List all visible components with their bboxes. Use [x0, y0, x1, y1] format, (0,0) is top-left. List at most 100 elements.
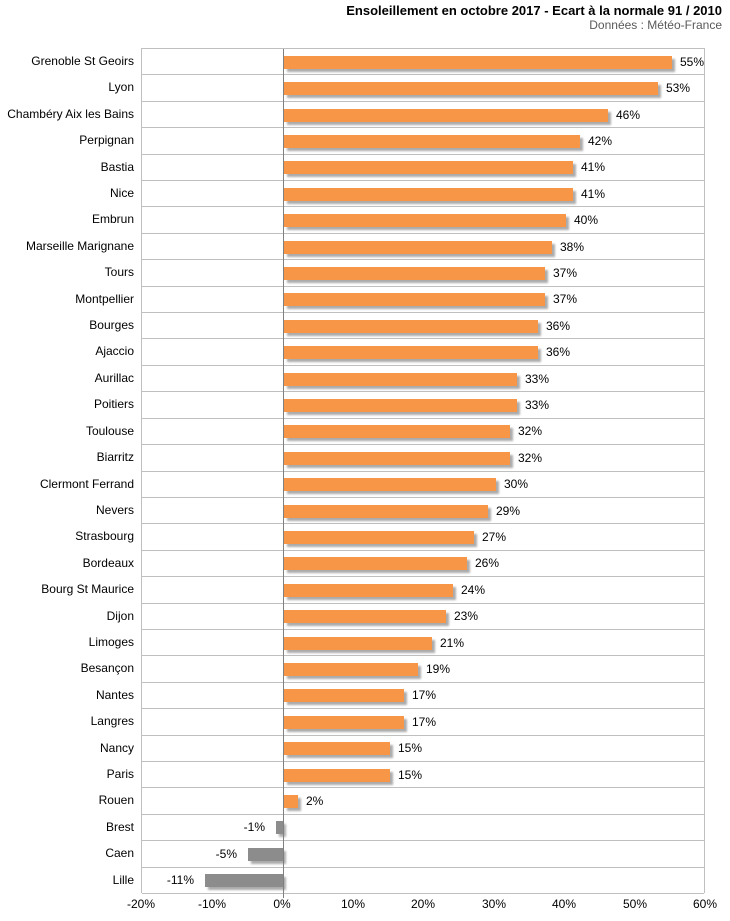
- category-label: Nevers: [95, 503, 134, 517]
- x-tick-label: 20%: [410, 897, 436, 911]
- category-gridline: [142, 49, 704, 683]
- category-gridline: [142, 49, 704, 75]
- bar: [284, 769, 390, 782]
- category-label: Limoges: [88, 635, 134, 649]
- value-label: 36%: [546, 345, 571, 359]
- category-label: Perpignan: [79, 133, 134, 147]
- bar: [284, 214, 566, 227]
- bar: [276, 821, 283, 834]
- bar: [284, 557, 467, 570]
- category-label: Bourges: [89, 318, 134, 332]
- category-gridline: [142, 49, 704, 551]
- category-label: Nancy: [99, 741, 134, 755]
- value-label: 40%: [574, 213, 599, 227]
- bar: [284, 531, 474, 544]
- bar: [284, 663, 418, 676]
- bar: [284, 452, 510, 465]
- value-label: 21%: [440, 636, 465, 650]
- value-label: 30%: [504, 477, 529, 491]
- category-gridline: [142, 49, 704, 815]
- category-gridline: [142, 49, 704, 445]
- bar: [284, 346, 538, 359]
- bar: [284, 742, 390, 755]
- bar: [284, 161, 573, 174]
- category-gridline: [142, 49, 704, 155]
- x-tick-label: 30%: [481, 897, 507, 911]
- value-label: 37%: [553, 266, 578, 280]
- value-label: 2%: [306, 794, 324, 808]
- bar: [284, 82, 658, 95]
- category-gridline: [142, 49, 704, 736]
- category-label: Nantes: [95, 688, 134, 702]
- category-label: Clermont Ferrand: [39, 477, 134, 491]
- x-tick-label: -10%: [197, 897, 227, 911]
- category-gridline: [142, 49, 704, 339]
- plot-area: 55% 53% 46% 42% 41% 41% 40% 38% 37% 37% 36% 36% 33% 3…: [141, 48, 705, 898]
- bar: [284, 716, 404, 729]
- category-label: Bastia: [100, 160, 134, 174]
- category-gridline: [142, 49, 704, 788]
- value-label: -1%: [243, 820, 265, 834]
- x-tick-label: 50%: [622, 897, 648, 911]
- bar: [284, 320, 538, 333]
- category-label: Aurillac: [94, 371, 134, 385]
- value-label: 27%: [482, 530, 507, 544]
- bar: [284, 425, 510, 438]
- category-label: Tours: [104, 265, 134, 279]
- chart-title: Ensoleillement en octobre 2017 - Ecart à…: [346, 3, 722, 18]
- value-label: 42%: [588, 134, 613, 148]
- value-label: 37%: [553, 292, 578, 306]
- category-gridline: [142, 49, 704, 868]
- category-label: Chambéry Aix les Bains: [7, 107, 134, 121]
- value-label: 41%: [581, 160, 606, 174]
- category-label: Rouen: [98, 793, 134, 807]
- value-label: 55%: [680, 55, 705, 69]
- value-label: 53%: [666, 81, 691, 95]
- value-label: 41%: [581, 187, 606, 201]
- category-gridline: [142, 49, 704, 762]
- bar: [284, 267, 545, 280]
- category-label: Grenoble St Geoirs: [31, 54, 134, 68]
- bar: [284, 399, 517, 412]
- value-label: 17%: [412, 715, 437, 729]
- value-label: 19%: [426, 662, 451, 676]
- category-gridline: [142, 49, 704, 419]
- category-gridline: [142, 49, 704, 524]
- bar: [205, 874, 283, 887]
- category-label: Lille: [112, 873, 134, 887]
- category-label: Strasbourg: [75, 529, 134, 543]
- bar: [284, 689, 404, 702]
- value-label: 32%: [518, 451, 543, 465]
- bar: [284, 584, 453, 597]
- value-label: 15%: [398, 768, 423, 782]
- category-gridline: [142, 49, 704, 102]
- bar: [284, 610, 446, 623]
- category-gridline: [142, 49, 704, 630]
- chart-header: Ensoleillement en octobre 2017 - Ecart à…: [346, 3, 722, 33]
- category-gridline: [142, 49, 704, 181]
- category-gridline: [142, 49, 704, 234]
- category-label: Lyon: [108, 80, 134, 94]
- bar: [284, 505, 488, 518]
- category-gridline: [142, 49, 704, 709]
- bar: [284, 795, 298, 808]
- value-label: 32%: [518, 424, 543, 438]
- x-tick-label: -20%: [126, 897, 156, 911]
- category-gridline: [142, 49, 704, 656]
- category-gridline: [142, 49, 704, 313]
- category-gridline: [142, 49, 704, 287]
- bar: [284, 188, 573, 201]
- category-gridline: [142, 49, 704, 207]
- category-label: Caen: [105, 846, 134, 860]
- x-tick-label: 10%: [340, 897, 366, 911]
- category-gridline: [142, 49, 704, 841]
- x-tick-label: 60%: [692, 897, 718, 911]
- value-label: 33%: [525, 372, 550, 386]
- category-label: Toulouse: [85, 424, 134, 438]
- category-label: Bordeaux: [82, 556, 134, 570]
- category-label: Brest: [105, 820, 134, 834]
- category-label: Nice: [109, 186, 134, 200]
- category-label: Dijon: [106, 609, 134, 623]
- category-gridline: [142, 49, 704, 366]
- bar: [284, 135, 580, 148]
